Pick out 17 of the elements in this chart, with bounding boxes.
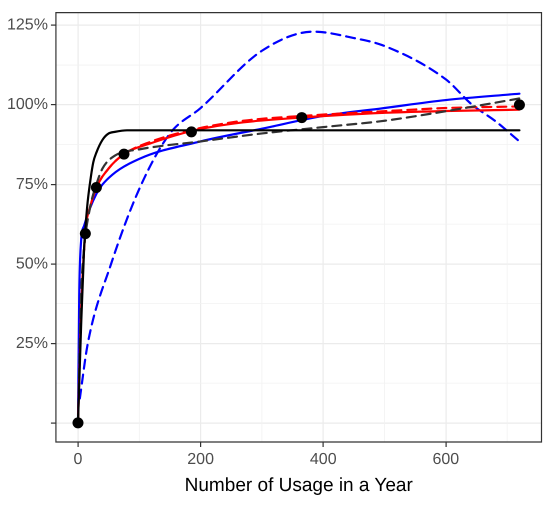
point xyxy=(186,126,197,138)
y-tick-label: 25% xyxy=(16,334,48,352)
y-tick-label: 50% xyxy=(16,255,48,272)
x-tick-label: 400 xyxy=(310,451,337,468)
point xyxy=(118,148,130,160)
point xyxy=(80,228,91,240)
y-tick-label: 75% xyxy=(16,176,48,193)
point xyxy=(90,182,102,194)
x-tick-label: 600 xyxy=(432,451,460,468)
x-axis-title: Number of Usage in a Year xyxy=(184,474,414,496)
point xyxy=(514,99,525,110)
y-tick-label: 100% xyxy=(7,96,48,114)
point xyxy=(296,112,308,124)
y-tick-label: 125% xyxy=(7,16,48,34)
point xyxy=(72,417,84,428)
x-tick-label: 200 xyxy=(187,451,214,468)
x-tick-label: 0 xyxy=(74,451,83,468)
